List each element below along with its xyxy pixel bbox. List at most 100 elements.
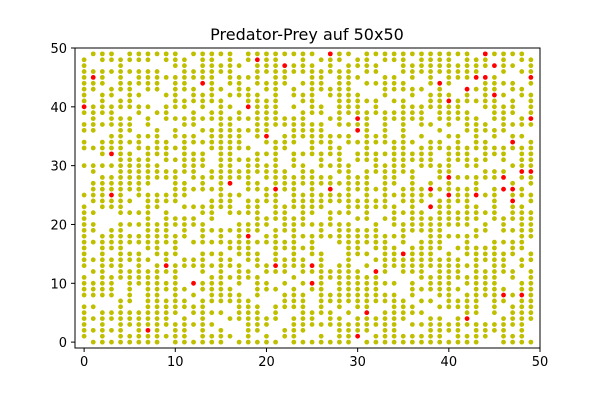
prey-point [364,286,370,292]
prey-point [300,304,306,310]
prey-point [519,286,525,292]
prey-point [227,69,233,74]
prey-point [90,327,96,333]
prey-point [528,192,534,198]
prey-point [254,69,260,74]
prey-point [291,133,297,139]
prey-point [409,151,415,157]
prey-point [99,239,105,245]
prey-point [510,269,516,274]
prey-point [437,304,443,310]
prey-point [163,75,169,80]
prey-point [382,127,388,133]
prey-point [109,227,114,233]
prey-point [227,263,233,269]
prey-point [99,192,105,198]
prey-point [191,310,196,316]
prey-point [163,216,169,221]
prey-point [136,280,142,286]
prey-point [99,163,105,169]
prey-point [437,104,443,110]
prey-point [355,251,361,257]
prey-point [473,157,479,163]
prey-point [419,251,424,257]
prey-point [109,116,114,121]
prey-point [291,257,297,263]
prey-point [136,157,142,163]
prey-point [118,133,123,139]
prey-point [227,298,233,304]
prey-point [90,122,96,127]
prey-point [355,204,361,210]
prey-point [455,304,461,310]
prey-point [318,298,324,304]
prey-point [200,327,206,333]
prey-point [273,151,278,157]
prey-point [191,169,196,174]
prey-point [492,327,497,333]
prey-point [254,122,260,127]
prey-point [163,257,169,263]
predator-point [510,139,516,145]
prey-point [482,257,488,263]
prey-point [482,269,488,274]
prey-point [282,186,288,192]
prey-point [81,80,87,86]
prey-point [464,339,470,345]
prey-point [437,269,443,274]
prey-point [492,275,497,280]
prey-point [501,116,506,121]
prey-point [346,233,351,239]
prey-point [136,145,142,151]
prey-point [455,110,461,116]
prey-point [464,151,470,157]
prey-point [327,298,333,304]
prey-point [337,339,342,345]
prey-point [273,175,278,180]
prey-point [382,51,388,57]
prey-point [282,210,288,216]
prey-point [254,104,260,110]
prey-point [245,51,251,57]
prey-point [419,57,424,63]
predator-point [510,198,516,204]
prey-point [245,98,251,104]
prey-point [127,186,133,192]
prey-point [90,292,96,298]
prey-point [254,127,260,133]
prey-point [382,263,388,269]
prey-point [428,163,433,169]
predator-point [428,186,433,192]
prey-point [182,86,187,92]
prey-point [273,210,278,216]
prey-point [282,175,288,180]
prey-point [318,122,324,127]
prey-point [446,63,452,69]
prey-point [382,233,388,239]
prey-point [391,98,397,104]
prey-point [218,327,224,333]
prey-point [99,263,105,269]
prey-point [99,310,105,316]
prey-point [337,69,342,74]
prey-point [172,157,178,163]
prey-point [264,51,269,57]
prey-point [501,145,506,151]
prey-point [346,104,351,110]
prey-point [318,263,324,269]
prey-point [136,104,142,110]
prey-point [127,80,133,86]
prey-point [245,92,251,98]
prey-point [446,198,452,204]
prey-point [446,298,452,304]
prey-point [446,104,452,110]
prey-point [273,198,278,204]
prey-point [327,92,333,98]
prey-point [182,263,187,269]
prey-point [510,227,516,233]
prey-point [291,275,297,280]
prey-point [245,269,251,274]
prey-point [127,251,133,257]
prey-point [455,198,461,204]
